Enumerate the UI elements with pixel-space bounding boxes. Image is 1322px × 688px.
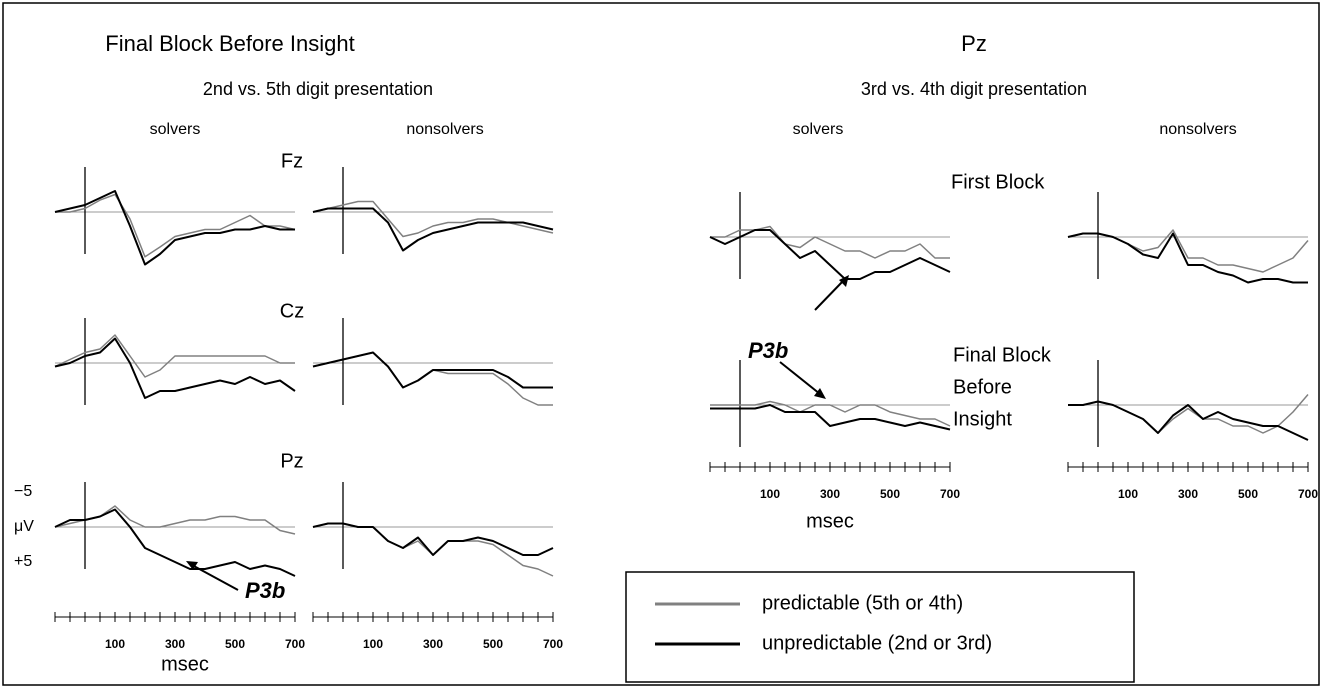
annotation: P3b bbox=[748, 338, 788, 363]
arrowhead bbox=[186, 561, 198, 570]
erp-wave bbox=[312, 522, 554, 577]
row-label: Pz bbox=[280, 450, 303, 472]
x-tick-label: 300 bbox=[1178, 487, 1198, 501]
x-tick-label: 700 bbox=[1298, 487, 1318, 501]
row-label: Final Block bbox=[953, 344, 1052, 366]
column-label: nonsolvers bbox=[406, 121, 483, 138]
row-label: First Block bbox=[951, 171, 1045, 193]
right-title: Pz bbox=[961, 31, 987, 56]
legend-label: unpredictable (2nd or 3rd) bbox=[762, 632, 992, 654]
x-tick-label: 100 bbox=[760, 487, 780, 501]
erp-wave bbox=[312, 351, 553, 389]
left-subtitle: 2nd vs. 5th digit presentation bbox=[203, 79, 433, 99]
x-axis-label: msec bbox=[161, 653, 209, 675]
row-label: Cz bbox=[280, 300, 304, 322]
x-axis-label: msec bbox=[806, 510, 854, 532]
annotation: P3b bbox=[245, 578, 285, 603]
erp-wave bbox=[55, 193, 296, 258]
x-tick-label: 300 bbox=[820, 487, 840, 501]
x-tick-label: 500 bbox=[880, 487, 900, 501]
row-label: Before bbox=[953, 376, 1012, 398]
erp-wave bbox=[709, 229, 951, 280]
x-tick-label: 300 bbox=[165, 637, 185, 651]
erp-wave bbox=[1068, 400, 1309, 441]
erp-wave bbox=[710, 400, 951, 427]
x-tick-label: 500 bbox=[225, 637, 245, 651]
column-label: solvers bbox=[793, 121, 844, 138]
erp-wave bbox=[1068, 394, 1309, 434]
erp-wave bbox=[312, 522, 554, 556]
x-tick-label: 100 bbox=[105, 637, 125, 651]
y-tick-label: +5 bbox=[14, 553, 32, 570]
erp-wave bbox=[710, 225, 950, 259]
arrowhead bbox=[814, 388, 826, 399]
right-subtitle: 3rd vs. 4th digit presentation bbox=[861, 79, 1087, 99]
x-tick-label: 100 bbox=[1118, 487, 1138, 501]
legend-box bbox=[625, 571, 1135, 683]
erp-wave bbox=[1067, 232, 1308, 284]
erp-wave bbox=[54, 337, 296, 399]
x-tick-label: 700 bbox=[285, 637, 305, 651]
x-tick-label: 500 bbox=[483, 637, 503, 651]
x-tick-label: 100 bbox=[363, 637, 383, 651]
row-label: Fz bbox=[281, 150, 303, 172]
arrow bbox=[779, 361, 821, 395]
y-tick-label: −5 bbox=[14, 483, 32, 500]
row-label: Insight bbox=[953, 408, 1012, 430]
column-label: nonsolvers bbox=[1159, 121, 1236, 138]
legend-label: predictable (5th or 4th) bbox=[762, 592, 963, 614]
left-title: Final Block Before Insight bbox=[105, 31, 354, 56]
erp-wave bbox=[312, 351, 553, 406]
column-label: solvers bbox=[150, 121, 201, 138]
erp-wave bbox=[54, 505, 296, 535]
x-tick-label: 300 bbox=[423, 637, 443, 651]
erp-wave bbox=[312, 207, 554, 252]
erp-wave bbox=[710, 404, 951, 431]
y-axis-label: μV bbox=[14, 518, 34, 535]
erp-wave bbox=[54, 190, 295, 266]
erp-wave bbox=[54, 508, 296, 577]
arrow bbox=[814, 279, 845, 311]
x-tick-label: 500 bbox=[1238, 487, 1258, 501]
x-tick-label: 700 bbox=[940, 487, 960, 501]
erp-wave bbox=[54, 334, 295, 378]
x-tick-label: 700 bbox=[543, 637, 563, 651]
erp-wave bbox=[312, 200, 554, 238]
